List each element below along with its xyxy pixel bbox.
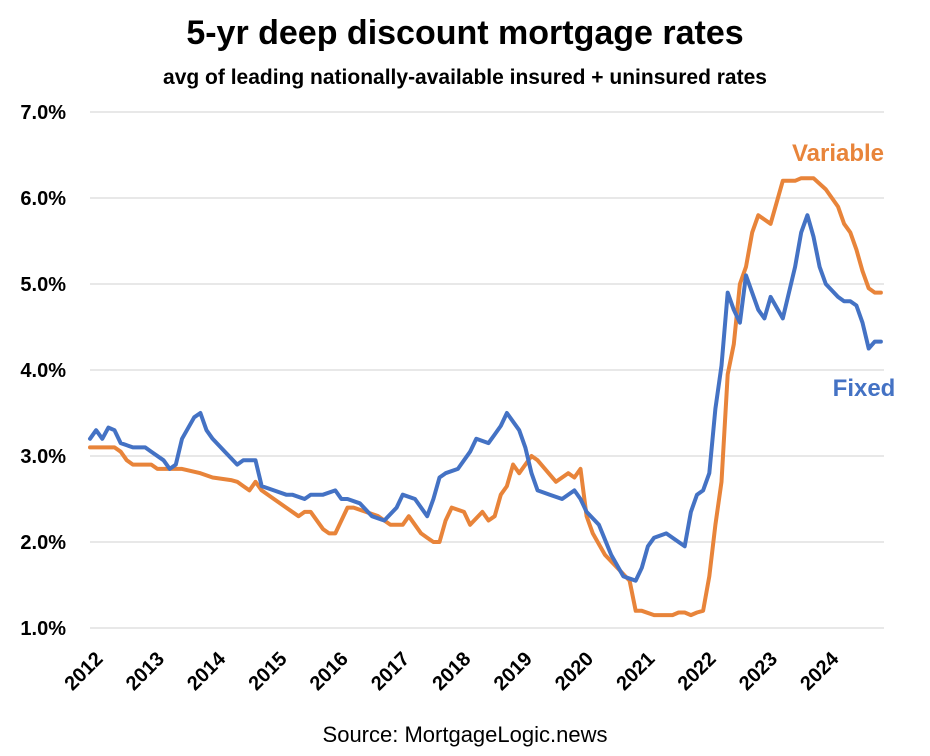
y-tick-label: 1.0% <box>20 618 66 640</box>
x-tick-label: 2016 <box>306 648 353 695</box>
x-tick-label: 2020 <box>551 648 598 695</box>
x-tick-label: 2012 <box>61 648 108 695</box>
series-line-fixed <box>88 213 883 583</box>
x-tick-label: 2018 <box>428 648 475 695</box>
x-tick-label: 2017 <box>367 648 414 695</box>
chart-subtitle: avg of leading nationally-available insu… <box>163 66 767 89</box>
series-label-variable: Variable <box>792 140 884 167</box>
y-tick-label: 5.0% <box>20 274 66 296</box>
y-tick-label: 4.0% <box>20 360 66 382</box>
x-tick-label: 2023 <box>735 648 782 695</box>
x-tick-label: 2022 <box>674 648 721 695</box>
x-tick-label: 2014 <box>183 647 231 695</box>
series-line-variable <box>88 176 883 618</box>
y-tick-label: 2.0% <box>20 532 66 554</box>
y-tick-label: 6.0% <box>20 188 66 210</box>
x-tick-label: 2015 <box>244 648 291 695</box>
x-tick-label: 2013 <box>122 648 169 695</box>
x-tick-label: 2024 <box>796 647 844 695</box>
y-tick-label: 7.0% <box>20 102 66 124</box>
series-label-fixed: Fixed <box>833 375 896 402</box>
chart-source: Source: MortgageLogic.news <box>322 722 608 747</box>
x-tick-label: 2019 <box>490 648 537 695</box>
chart-title: 5-yr deep discount mortgage rates <box>186 14 744 52</box>
x-tick-label: 2021 <box>612 648 659 695</box>
y-tick-label: 3.0% <box>20 446 66 468</box>
